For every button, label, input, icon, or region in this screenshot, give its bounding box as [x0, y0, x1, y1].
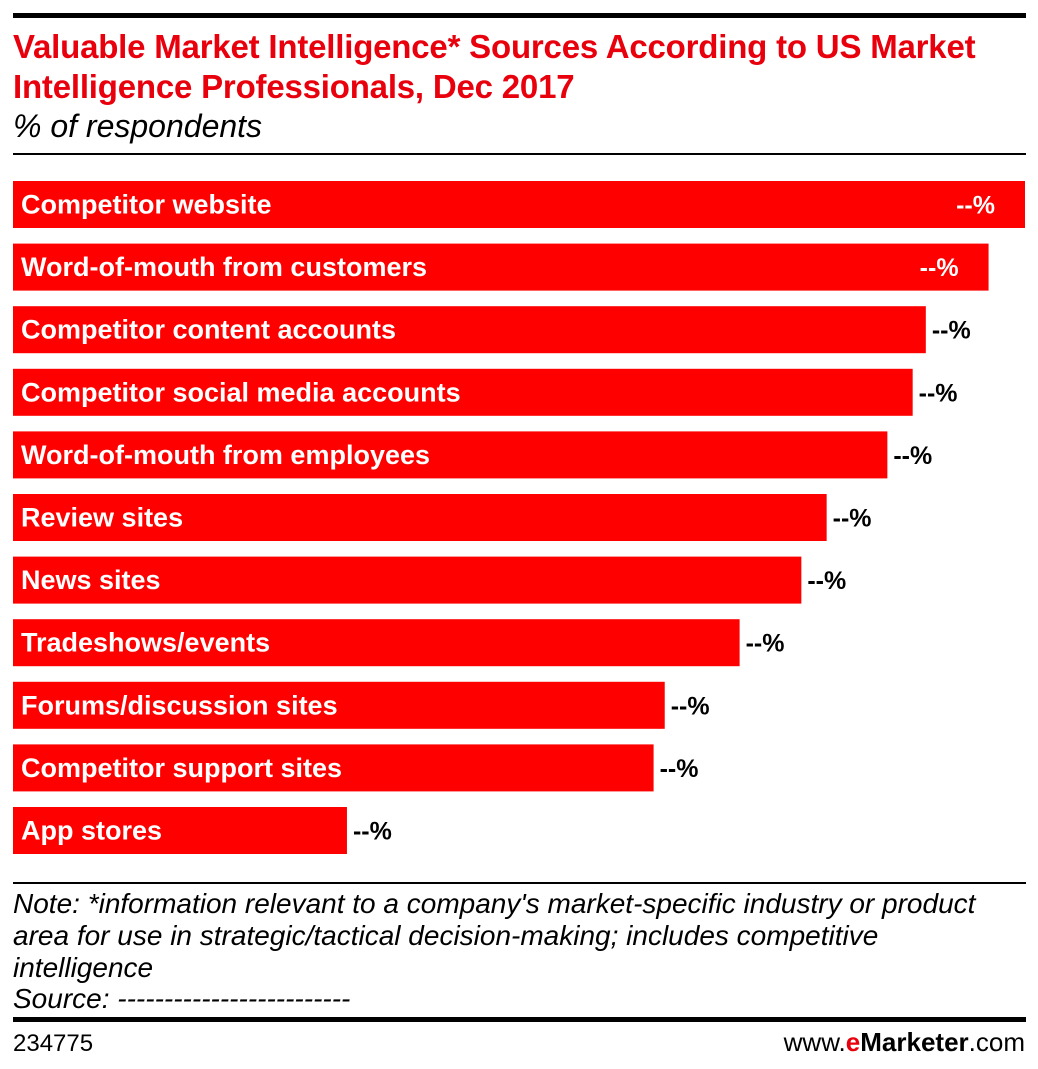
note-rule — [13, 882, 1026, 884]
bar-category-label: App stores — [21, 816, 162, 846]
brand-logo: www.eMarketer.com — [784, 1027, 1025, 1057]
bar-category-label: Forums/discussion sites — [21, 690, 338, 720]
bar-group: Forums/discussion sites --% — [13, 681, 710, 729]
bar-group: Competitor website --% — [13, 181, 1025, 228]
footer-rule — [13, 1017, 1026, 1022]
bar-value-label: --% — [353, 818, 392, 846]
bar — [13, 556, 802, 604]
brand-prefix: www. — [783, 1027, 846, 1057]
bar-category-label: News sites — [21, 565, 161, 595]
bar-category-label: Competitor support sites — [21, 753, 342, 783]
bar — [13, 807, 347, 854]
bar-group: Competitor support sites --% — [13, 744, 699, 792]
bar-category-label: Word-of-mouth from employees — [21, 440, 430, 470]
bar-category-label: Competitor website — [21, 190, 272, 220]
bar — [13, 494, 827, 541]
bar-value-label: --% — [893, 442, 932, 470]
bar — [13, 368, 913, 416]
bar — [13, 681, 665, 729]
bar-group: Review sites --% — [13, 494, 872, 541]
bar — [13, 243, 989, 291]
bar — [13, 619, 740, 667]
bar-group: Word-of-mouth from customers --% — [13, 243, 989, 291]
bar-category-label: Word-of-mouth from customers — [21, 252, 427, 282]
bar — [13, 744, 654, 792]
chart-id: 234775 — [13, 1030, 94, 1057]
bar-category-label: Competitor social media accounts — [21, 377, 461, 407]
bar-value-label: --% — [919, 379, 958, 407]
bar — [13, 306, 926, 354]
bar-group: News sites --% — [13, 556, 846, 604]
bar-group: Competitor content accounts --% — [13, 306, 971, 354]
brand-name: Marketer — [860, 1027, 969, 1057]
bar-value-label: --% — [932, 317, 971, 345]
bar-category-label: Tradeshows/events — [21, 628, 270, 658]
top-rule — [13, 13, 1026, 18]
bar-group: Word-of-mouth from employees --% — [13, 431, 932, 479]
chart-source: Source: ------------------------- — [13, 983, 351, 1014]
bar-group: Competitor social media accounts --% — [13, 368, 958, 416]
chart-title: Valuable Market Intelligence* Sources Ac… — [13, 28, 976, 105]
bar-category-label: Competitor content accounts — [21, 315, 396, 345]
bar — [13, 181, 1025, 228]
bar-value-label: --% — [660, 755, 699, 783]
brand-suffix: .com — [968, 1027, 1025, 1057]
header-rule — [13, 153, 1026, 155]
bar — [13, 431, 888, 479]
bar-value-label: --% — [807, 567, 846, 595]
bar-value-label: --% — [956, 192, 995, 220]
brand-e: e — [845, 1027, 861, 1057]
chart-note: Note: *information relevant to a company… — [13, 888, 976, 983]
bar-group: App stores --% — [13, 807, 392, 854]
bar-value-label: --% — [671, 692, 710, 720]
bar-category-label: Review sites — [21, 503, 183, 533]
bar-value-label: --% — [833, 505, 872, 533]
chart-subtitle: % of respondents — [13, 108, 263, 144]
bar-value-label: --% — [746, 630, 785, 658]
bar-value-label: --% — [920, 254, 959, 282]
bar-group: Tradeshows/events --% — [13, 619, 785, 667]
